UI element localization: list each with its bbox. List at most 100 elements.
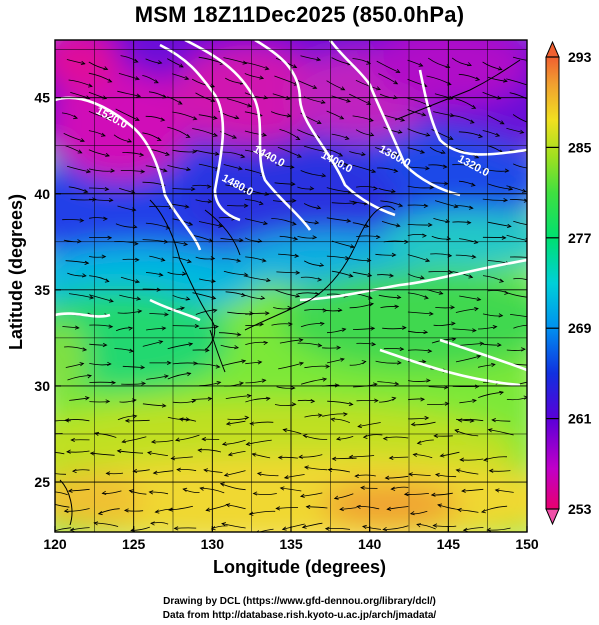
streamline xyxy=(506,78,527,86)
streamline xyxy=(167,126,191,138)
streamline xyxy=(89,401,110,403)
streamline-arrowhead xyxy=(161,403,167,408)
streamline-arrowhead xyxy=(472,328,477,333)
streamline xyxy=(408,380,430,382)
streamline xyxy=(172,325,199,327)
streamline xyxy=(326,255,349,259)
streamline-arrowhead xyxy=(130,189,136,194)
streamline-arrowhead xyxy=(205,507,211,512)
streamline xyxy=(433,111,454,117)
streamline-arrowhead xyxy=(184,76,190,80)
streamline xyxy=(349,93,371,105)
streamline-arrowhead xyxy=(299,493,305,498)
streamline xyxy=(297,292,320,295)
streamline-arrowhead xyxy=(192,149,198,154)
streamline xyxy=(65,145,82,154)
streamline-arrowhead xyxy=(234,115,240,120)
streamline-arrowhead xyxy=(299,361,305,366)
streamline xyxy=(249,510,276,515)
streamline xyxy=(492,419,511,422)
streamline-arrowhead xyxy=(247,103,252,108)
streamline xyxy=(195,363,220,368)
streamline xyxy=(383,525,409,530)
streamline xyxy=(321,309,342,312)
streamline-arrowhead xyxy=(265,311,270,316)
streamline xyxy=(356,506,380,510)
streamline-arrowhead xyxy=(457,418,463,423)
streamline-arrowhead xyxy=(186,167,192,172)
colorbar-tick-label: 285 xyxy=(568,139,592,155)
streamline xyxy=(455,355,481,363)
streamline xyxy=(331,270,353,277)
streamline xyxy=(167,165,191,171)
streamline xyxy=(65,419,90,422)
streamline xyxy=(88,187,109,190)
streamline xyxy=(487,115,505,125)
streamline xyxy=(378,73,398,85)
streamline-arrowhead xyxy=(395,69,401,73)
streamline-arrowhead xyxy=(303,465,309,470)
streamline xyxy=(225,184,250,193)
streamline-arrowhead xyxy=(366,258,372,263)
streamline-arrowhead xyxy=(333,495,339,500)
streamline xyxy=(276,271,300,274)
streamline-arrowhead xyxy=(150,439,156,444)
streamline-arrowhead xyxy=(290,181,296,187)
streamline-arrowhead xyxy=(448,95,454,100)
streamline-arrowhead xyxy=(327,467,333,473)
streamline-arrowhead xyxy=(212,115,218,120)
streamline xyxy=(487,221,511,227)
streamline xyxy=(68,293,94,299)
streamline-arrowhead xyxy=(425,132,431,137)
streamline-arrowhead xyxy=(67,488,73,493)
x-tick-label: 140 xyxy=(358,536,382,552)
streamline xyxy=(195,149,219,155)
streamline xyxy=(440,451,460,457)
streamline-arrowhead xyxy=(116,449,122,454)
streamline-arrowhead xyxy=(503,198,509,203)
streamline xyxy=(122,152,144,156)
streamline xyxy=(458,419,484,422)
streamline xyxy=(66,450,90,453)
streamline-arrowhead xyxy=(73,115,78,120)
streamline-arrowhead xyxy=(234,345,240,350)
streamline-arrowhead xyxy=(317,277,323,282)
streamline xyxy=(149,255,165,261)
streamline xyxy=(115,108,140,121)
streamline-arrowhead xyxy=(360,485,365,490)
streamline-arrowhead xyxy=(178,63,184,68)
streamline-arrowhead xyxy=(279,486,285,491)
streamline-arrowhead xyxy=(132,224,138,229)
streamline xyxy=(142,403,166,407)
streamline xyxy=(407,78,427,87)
streamline-arrowhead xyxy=(426,378,431,383)
streamline-arrowhead xyxy=(430,492,436,497)
streamline-arrowhead xyxy=(391,252,397,257)
streamline-arrowhead xyxy=(257,360,263,365)
streamline-arrowhead xyxy=(474,154,480,159)
streamline xyxy=(270,111,291,117)
streamline-arrowhead xyxy=(468,274,474,279)
streamline-arrowhead xyxy=(221,441,227,446)
streamline-arrowhead xyxy=(80,138,85,142)
streamline-arrowhead xyxy=(207,396,213,401)
streamline xyxy=(65,260,89,264)
streamline-arrowhead xyxy=(529,315,533,319)
streamline-arrowhead xyxy=(346,218,352,223)
streamline-arrowhead xyxy=(157,60,163,65)
streamline-arrowhead xyxy=(530,324,534,327)
streamline-arrowhead xyxy=(160,117,166,122)
streamline xyxy=(303,435,328,440)
streamline-arrowhead xyxy=(393,168,399,173)
streamline xyxy=(303,260,324,267)
streamline-arrowhead xyxy=(249,421,255,426)
streamline-arrowhead xyxy=(293,236,299,241)
streamline xyxy=(322,347,341,349)
streamline xyxy=(352,222,369,227)
streamline-arrowhead xyxy=(102,342,108,348)
streamline-arrowhead xyxy=(252,491,258,496)
streamline-arrowhead xyxy=(442,164,448,169)
x-tick-label: 120 xyxy=(43,536,67,552)
streamline-arrowhead xyxy=(158,272,164,277)
streamline-arrowhead xyxy=(425,166,430,171)
